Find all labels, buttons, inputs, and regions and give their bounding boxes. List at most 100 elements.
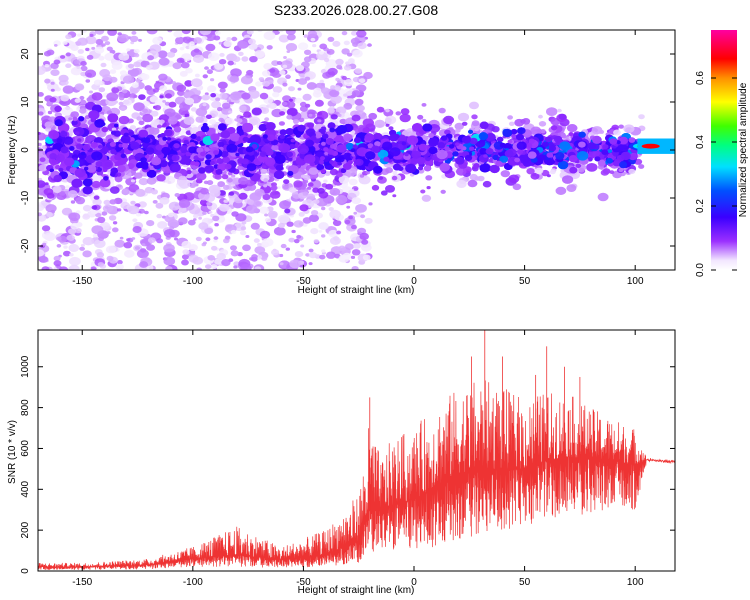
spectrogram-cell: [385, 185, 395, 193]
spectrogram-cell: [303, 34, 309, 38]
spectrogram-cell: [400, 108, 410, 115]
spectrogram-cell: [214, 30, 221, 36]
spectrogram-cell: [469, 101, 479, 110]
spectrogram-cell: [363, 71, 373, 80]
spectrogram-cell: [80, 30, 87, 34]
spectrogram-cell: [219, 88, 226, 93]
spectrogram-cell: [39, 157, 46, 162]
spectrogram-cell: [94, 46, 105, 54]
spectrogram-cell: [321, 206, 326, 211]
spectrogram-cell: [546, 107, 558, 116]
spectrogram-cell: [183, 116, 195, 126]
spectrogram-cell: [208, 52, 220, 61]
spectrogram-cell: [305, 103, 311, 108]
spectrogram-cell: [63, 250, 71, 257]
spectrogram-cell: [138, 38, 142, 42]
spectrogram-cell: [53, 255, 61, 262]
spectrogram-cell: [165, 266, 173, 270]
spectrogram-cell: [600, 169, 609, 176]
spectrogram-cell: [130, 200, 136, 205]
spectrogram-cell: [71, 178, 83, 188]
spectrogram-cell: [62, 85, 74, 94]
spectrogram-cell: [177, 90, 185, 96]
spectrogram-cell: [597, 159, 606, 167]
spectrogram-cell: [206, 69, 213, 75]
spectrogram-cell: [65, 185, 70, 189]
spectrogram-cell: [345, 142, 355, 151]
spectrogram-cell: [245, 235, 250, 238]
spectrogram-cell: [94, 30, 105, 35]
spectrogram-cell: [306, 82, 317, 90]
spectrogram-cell: [138, 94, 146, 100]
spectrogram-cell: [360, 214, 366, 219]
spectrogram-cell: [92, 233, 98, 238]
spectrogram-cell: [321, 133, 329, 139]
spectrogram-cell: [230, 229, 237, 235]
spectrogram-cell: [41, 266, 50, 270]
spectrogram-cell: [63, 245, 68, 249]
spectrogram-cell: [335, 195, 348, 204]
spectrogram-cell: [118, 101, 124, 106]
spectrogram-cell: [206, 180, 214, 186]
spectrogram-cell: [174, 237, 178, 241]
spectrogram-cell: [321, 234, 326, 238]
spectrogram-cell: [417, 114, 424, 120]
spectrogram-cell: [526, 168, 535, 175]
spectrogram-cell: [351, 30, 358, 36]
spectrogram-cell: [354, 68, 363, 74]
spectrogram-cell: [376, 106, 385, 113]
spectrogram-cell: [54, 44, 58, 47]
spectrogram-cell: [106, 92, 119, 102]
spectrogram-cell: [77, 49, 85, 54]
spectrogram-cell: [189, 88, 201, 97]
spectrogram-cell: [98, 55, 105, 61]
spectrogram-cell: [329, 236, 341, 245]
spectrogram-cell: [443, 115, 455, 125]
spectrogram-cell: [343, 162, 352, 170]
spectrogram-cell: [455, 167, 467, 176]
spectrogram-cell: [134, 246, 140, 250]
spectrogram-cell: [164, 175, 176, 185]
spectrogram-cell: [251, 107, 262, 116]
spectrogram-cell: [91, 205, 98, 210]
spectrogram-cell: [198, 222, 209, 230]
spectrogram-cell: [60, 55, 66, 59]
spectrogram-cell: [262, 165, 267, 169]
spectrogram-cell: [85, 47, 90, 52]
spectrogram-cell: [304, 126, 309, 130]
spectrogram-cell: [374, 119, 386, 128]
spectrogram-cell: [285, 74, 291, 78]
spectrogram-cell: [146, 220, 155, 227]
spectrogram-cell: [337, 80, 341, 84]
spectrogram-cell: [323, 179, 328, 183]
spectrogram-cell: [80, 243, 85, 247]
spectrogram-cell: [278, 222, 285, 229]
spectrogram-cell: [336, 230, 342, 235]
spectrogram-cell: [50, 79, 54, 82]
spectrogram-cell: [158, 57, 170, 66]
spectrogram-cell: [226, 37, 232, 41]
spectrogram-cell: [142, 108, 149, 114]
spectrogram-cell: [106, 46, 113, 52]
spectrogram-cell: [60, 94, 70, 102]
spectrogram-cell: [240, 230, 247, 236]
spectrogram-cell: [163, 243, 175, 253]
spectrogram-cell: [209, 110, 219, 118]
spectrogram-cell: [247, 90, 260, 99]
spectrogram-cell: [318, 50, 325, 55]
spectrogram-cell: [98, 236, 104, 241]
spectrogram-cell: [303, 56, 312, 63]
spectrogram-cell: [428, 133, 435, 139]
spectrogram-cell: [91, 46, 96, 50]
spectrogram-cell: [475, 130, 480, 134]
spectrogram-cell: [207, 254, 215, 261]
spectrogram-cell: [195, 136, 202, 142]
spectrogram-cell: [307, 182, 314, 187]
spectrogram-cell: [541, 169, 550, 177]
spectrogram-cell: [253, 238, 260, 243]
spectrogram-cell: [329, 209, 341, 219]
spectrogram-cell: [301, 186, 306, 190]
spectrogram-cell: [221, 259, 231, 267]
spectrogram-cell: [112, 227, 119, 233]
